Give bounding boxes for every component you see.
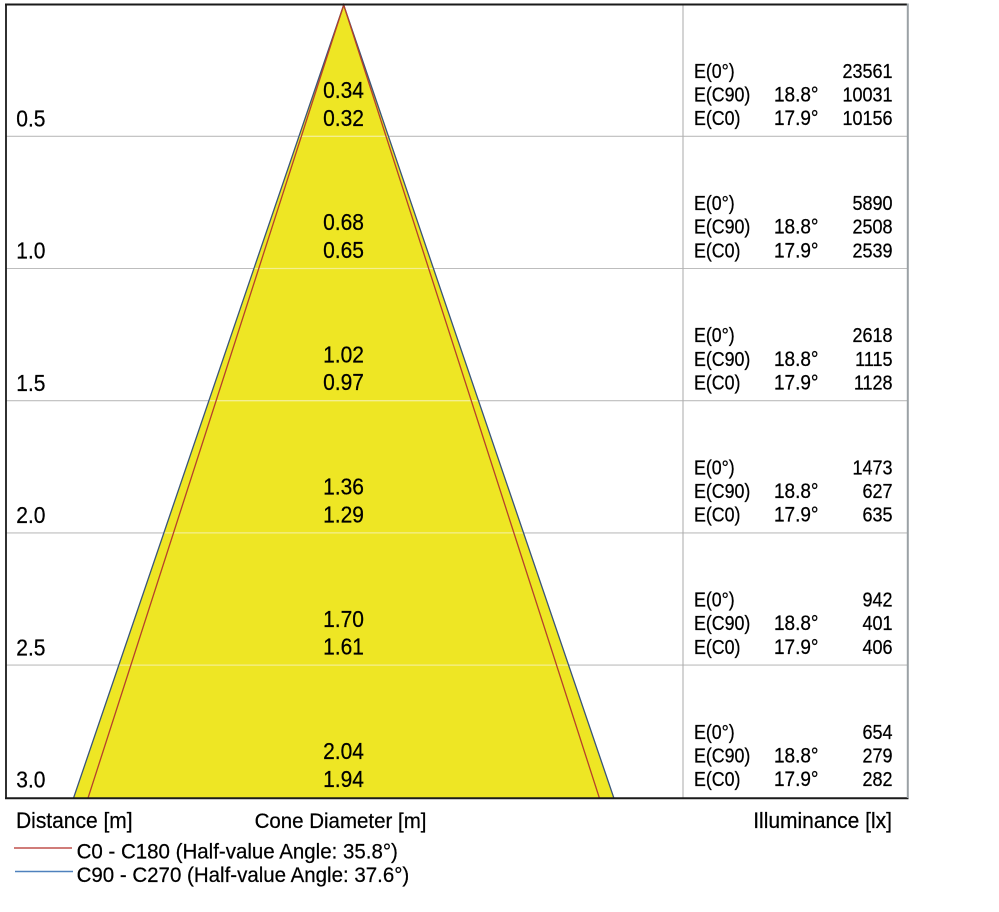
svg-text:0.5: 0.5 [16,106,45,132]
svg-text:2.5: 2.5 [16,634,45,660]
svg-text:17.9°: 17.9° [774,372,819,395]
svg-text:2618: 2618 [852,325,892,347]
svg-text:1.5: 1.5 [16,370,45,396]
svg-text:E(0°): E(0°) [694,61,735,83]
svg-text:23561: 23561 [842,61,892,83]
svg-text:E(C0): E(C0) [694,637,740,659]
svg-text:E(0°): E(0°) [694,722,735,744]
svg-text:0.34: 0.34 [323,77,364,103]
svg-text:17.9°: 17.9° [774,504,819,527]
svg-text:10031: 10031 [842,84,892,106]
svg-text:406: 406 [862,637,892,659]
svg-text:E(C0): E(C0) [694,240,740,262]
svg-text:Illuminance [lx]: Illuminance [lx] [753,809,892,834]
svg-text:3.0: 3.0 [16,767,45,793]
svg-text:942: 942 [862,590,892,612]
svg-text:18.8°: 18.8° [774,83,819,106]
svg-text:E(C90): E(C90) [694,349,750,371]
svg-text:0.65: 0.65 [323,237,364,263]
svg-text:Distance [m]: Distance [m] [16,809,133,834]
svg-text:0.97: 0.97 [323,369,364,395]
svg-text:E(C0): E(C0) [694,505,740,527]
svg-text:E(0°): E(0°) [694,325,735,347]
svg-text:17.9°: 17.9° [774,107,819,130]
svg-text:654: 654 [862,722,892,744]
svg-text:Cone Diameter [m]: Cone Diameter [m] [255,810,427,834]
svg-text:2508: 2508 [852,217,892,239]
svg-text:10156: 10156 [842,108,892,130]
svg-text:1.29: 1.29 [323,501,364,527]
svg-text:17.9°: 17.9° [774,636,819,659]
svg-text:E(C90): E(C90) [694,85,750,107]
svg-text:2.04: 2.04 [323,738,364,764]
svg-text:E(C90): E(C90) [694,217,750,239]
svg-text:1.70: 1.70 [323,606,364,632]
svg-text:18.8°: 18.8° [774,744,819,767]
svg-text:E(0°): E(0°) [694,193,735,215]
svg-text:1115: 1115 [855,349,892,371]
svg-text:C90 - C270 (Half-value Angle:: C90 - C270 (Half-value Angle: 37.6°) [77,864,410,888]
svg-text:0.68: 0.68 [323,209,364,235]
svg-text:2539: 2539 [852,240,892,262]
svg-text:E(C0): E(C0) [694,373,740,395]
svg-text:1.94: 1.94 [323,766,364,792]
svg-text:2.0: 2.0 [16,502,45,528]
svg-text:1.61: 1.61 [323,634,364,660]
svg-text:E(C90): E(C90) [694,613,750,635]
svg-text:279: 279 [862,745,892,767]
svg-text:17.9°: 17.9° [774,768,819,791]
svg-text:0.32: 0.32 [323,105,364,131]
svg-text:18.8°: 18.8° [774,348,819,371]
svg-text:1128: 1128 [854,373,893,395]
svg-text:1.02: 1.02 [323,341,364,367]
svg-text:401: 401 [862,613,892,635]
svg-text:1.36: 1.36 [323,474,364,500]
svg-text:1473: 1473 [852,457,892,479]
svg-text:E(0°): E(0°) [694,590,735,612]
svg-text:E(C90): E(C90) [694,481,750,503]
svg-text:17.9°: 17.9° [774,239,819,262]
svg-text:5890: 5890 [852,193,892,215]
svg-text:18.8°: 18.8° [774,216,819,239]
svg-text:E(C90): E(C90) [694,746,750,768]
svg-text:627: 627 [862,481,892,503]
svg-text:E(C0): E(C0) [694,108,740,130]
svg-text:E(C0): E(C0) [694,769,740,791]
svg-text:282: 282 [862,769,892,791]
svg-text:E(0°): E(0°) [694,458,735,480]
svg-text:C0 - C180 (Half-value Angle: 3: C0 - C180 (Half-value Angle: 35.8°) [77,840,398,864]
svg-text:18.8°: 18.8° [774,612,819,635]
svg-text:1.0: 1.0 [16,238,45,264]
svg-text:18.8°: 18.8° [774,480,819,503]
svg-text:635: 635 [862,505,892,527]
